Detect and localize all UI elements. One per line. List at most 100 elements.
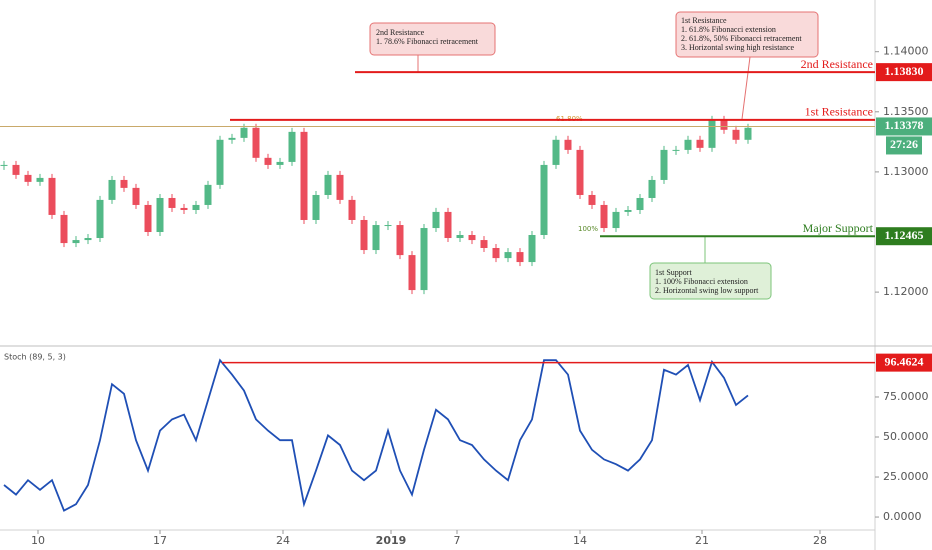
candle bbox=[48, 177, 56, 215]
candle bbox=[684, 139, 692, 150]
candle bbox=[360, 219, 368, 251]
candle bbox=[636, 197, 644, 211]
x-tick-label: 2019 bbox=[376, 534, 407, 547]
level-price: 1.13830 bbox=[885, 64, 924, 78]
callout-box bbox=[369, 22, 496, 56]
callout-text: 2. Horizontal swing low support bbox=[655, 286, 759, 295]
x-tick-label: 24 bbox=[276, 534, 290, 547]
callout-box bbox=[649, 262, 772, 300]
indicator-title: Stoch (89, 5, 3) bbox=[4, 353, 66, 362]
candle bbox=[588, 194, 596, 205]
candle bbox=[624, 210, 632, 212]
candle bbox=[216, 139, 224, 185]
candle bbox=[432, 211, 440, 229]
x-tick-label: 14 bbox=[573, 534, 587, 547]
candle bbox=[720, 119, 728, 130]
last-price-box bbox=[876, 117, 932, 136]
y-tick-label: 25.0000 bbox=[883, 470, 929, 483]
y-tick-label: 50.0000 bbox=[883, 430, 929, 443]
candle bbox=[72, 240, 80, 244]
x-tick-label: 21 bbox=[695, 534, 709, 547]
stoch-level-label: 96.4624 bbox=[885, 354, 924, 368]
candle bbox=[240, 127, 248, 138]
candle bbox=[264, 157, 272, 165]
candle bbox=[444, 211, 452, 239]
candle bbox=[24, 174, 32, 182]
candle bbox=[732, 129, 740, 140]
candle bbox=[672, 149, 680, 151]
candle bbox=[468, 235, 476, 241]
y-tick-label: 0.0000 bbox=[883, 510, 922, 523]
callout-text: 1st Resistance bbox=[681, 16, 727, 25]
y-tick-label: 75.0000 bbox=[883, 390, 929, 403]
candle bbox=[12, 164, 20, 175]
candle bbox=[744, 127, 752, 140]
candle bbox=[84, 238, 92, 241]
candle bbox=[396, 225, 404, 256]
candle bbox=[384, 225, 392, 227]
candle bbox=[648, 179, 656, 198]
last-price: 1.13378 bbox=[885, 118, 924, 132]
candle bbox=[312, 194, 320, 220]
candle bbox=[300, 131, 308, 220]
candle bbox=[480, 240, 488, 248]
callout: 1st Resistance 1. 61.8% Fibonacci extens… bbox=[675, 11, 819, 120]
candle bbox=[348, 199, 356, 220]
level-name: Major Support bbox=[803, 221, 874, 235]
y-tick-label: 1.14000 bbox=[883, 45, 929, 58]
level-price: 1.12465 bbox=[885, 228, 924, 242]
callout-text: 2. 61.8%, 50% Fibonacci retracement bbox=[681, 34, 802, 43]
level-name: 2nd Resistance bbox=[801, 57, 873, 71]
candle bbox=[288, 131, 296, 162]
callout-text: 2nd Resistance bbox=[376, 28, 425, 37]
candle bbox=[576, 149, 584, 195]
candle bbox=[252, 127, 260, 158]
candle bbox=[564, 139, 572, 150]
x-tick-label: 7 bbox=[454, 534, 461, 547]
candle bbox=[528, 235, 536, 263]
candle bbox=[336, 174, 344, 200]
candle bbox=[120, 179, 128, 188]
callout-text: 1. 100% Fibonacci extension bbox=[655, 277, 748, 286]
candle bbox=[168, 197, 176, 208]
candle bbox=[372, 225, 380, 251]
candle bbox=[696, 139, 704, 148]
x-tick-label: 28 bbox=[813, 534, 827, 547]
y-tick-label: 1.12000 bbox=[883, 285, 929, 298]
candle bbox=[708, 119, 716, 148]
candle bbox=[156, 197, 164, 233]
candle bbox=[420, 228, 428, 291]
timer: 27:26 bbox=[890, 137, 918, 151]
callout: 1st Support 1. 100% Fibonacci extension … bbox=[649, 237, 772, 300]
candle bbox=[540, 164, 548, 236]
candle bbox=[660, 149, 668, 180]
candle bbox=[96, 199, 104, 239]
candle bbox=[456, 235, 464, 239]
fib-label: 100% bbox=[578, 225, 598, 233]
callout-box bbox=[675, 11, 819, 58]
x-tick-label: 17 bbox=[153, 534, 167, 547]
level-price-box bbox=[876, 63, 932, 82]
candle bbox=[204, 184, 212, 205]
y-tick-label: 1.13500 bbox=[883, 105, 929, 118]
candle bbox=[180, 207, 188, 211]
candle bbox=[552, 139, 560, 165]
callout-text: 1. 78.6% Fibonacci retracement bbox=[376, 37, 479, 46]
callout-pointer bbox=[741, 56, 751, 120]
candle bbox=[600, 204, 608, 229]
marks bbox=[0, 115, 752, 512]
level-name: 1st Resistance bbox=[805, 105, 873, 119]
candle bbox=[132, 187, 140, 205]
x-tick-label: 10 bbox=[31, 534, 45, 547]
level-price-box bbox=[876, 227, 932, 246]
candle bbox=[192, 204, 200, 211]
candle bbox=[60, 214, 68, 244]
candle bbox=[324, 174, 332, 195]
candle bbox=[0, 164, 8, 166]
callout: 2nd Resistance 1. 78.6% Fibonacci retrac… bbox=[369, 22, 496, 72]
candle bbox=[516, 252, 524, 263]
candle bbox=[408, 255, 416, 291]
stoch-line bbox=[3, 358, 749, 512]
candle bbox=[228, 137, 236, 140]
